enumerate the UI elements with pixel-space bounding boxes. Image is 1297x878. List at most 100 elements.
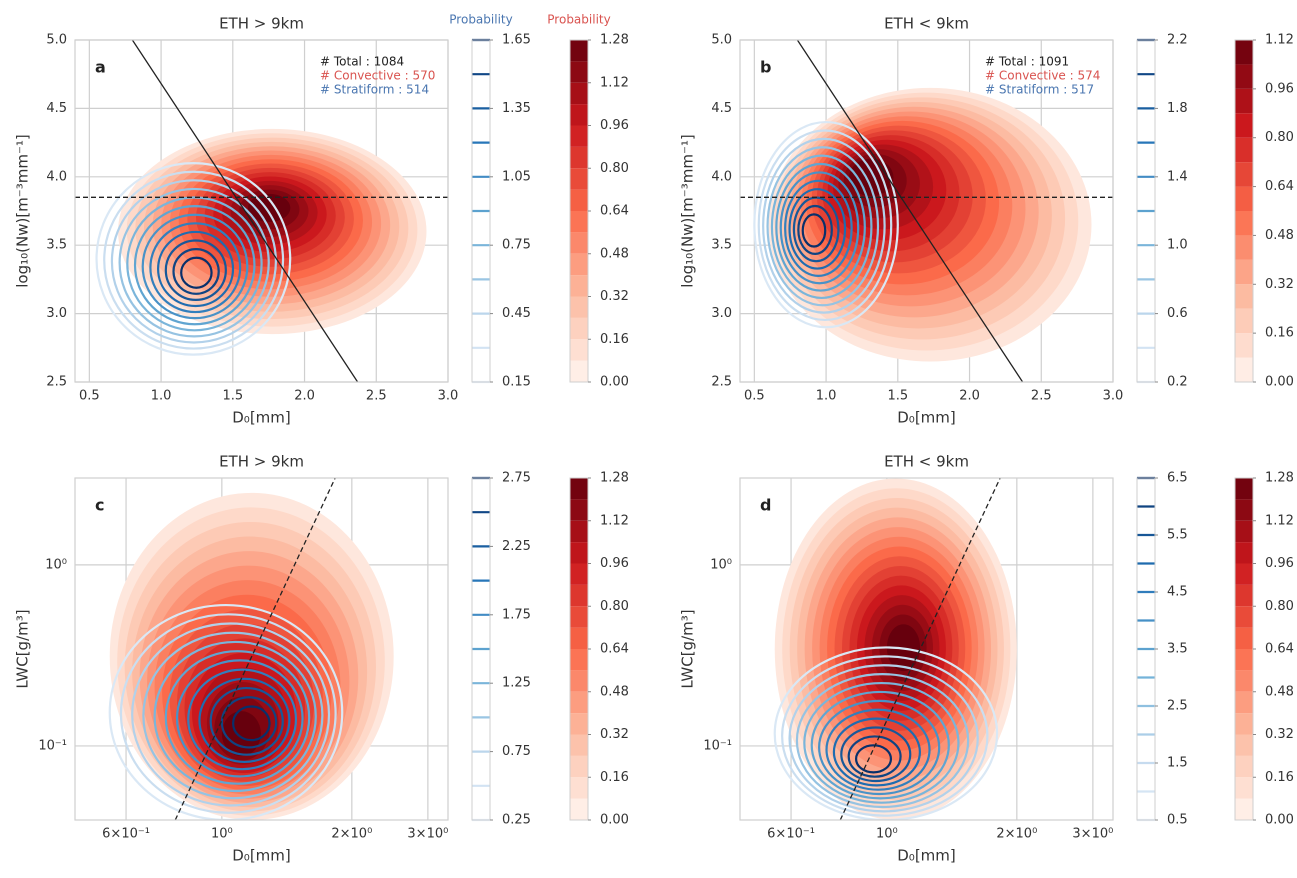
colorbar-tick-label: 0.80 xyxy=(600,599,629,614)
colorbar-tick-label: 6.5 xyxy=(1167,471,1188,486)
colorbar-tick-label: 0.16 xyxy=(600,332,629,347)
density-contour xyxy=(795,673,970,809)
colorbar-band xyxy=(1235,235,1253,260)
colorbar-tick-label: 0.48 xyxy=(1265,228,1294,243)
colorbar-tick-label: 1.12 xyxy=(1265,513,1294,528)
colorbar-band xyxy=(1235,734,1253,756)
x-tick-label: 2.5 xyxy=(1031,389,1052,404)
density xyxy=(740,40,1113,382)
density-contour xyxy=(803,681,960,804)
reference-line xyxy=(796,40,1024,382)
colorbar-tick-label: 1.05 xyxy=(502,169,531,184)
colorbar-band xyxy=(1235,777,1253,799)
colorbar-band xyxy=(1235,798,1253,820)
annotation: # Stratiform : 514 xyxy=(320,83,429,97)
colorbar-band xyxy=(1235,563,1253,585)
y-tick-label: 3.0 xyxy=(46,306,67,321)
panel: 6×10⁻¹ 10⁰ 2×10⁰ 3×10⁰ 10⁻¹ 10⁰ ETH > 9km c D₀[m… xyxy=(14,453,629,865)
x-axis-label: D₀[mm] xyxy=(232,409,291,427)
x-tick-label: 1.0 xyxy=(816,389,837,404)
density-contour xyxy=(818,699,941,796)
y-tick-label: 4.0 xyxy=(46,169,67,184)
colorbar-tick-label: 1.12 xyxy=(600,75,629,90)
plot-frame xyxy=(739,39,1114,383)
x-tick-label: 6×10⁻¹ xyxy=(767,827,815,842)
x-tick-label: 0.5 xyxy=(79,389,100,404)
density-contour xyxy=(142,631,324,800)
y-tick-label: 4.0 xyxy=(711,169,732,184)
colorbar-tick-label: 1.28 xyxy=(1265,471,1294,486)
colorbar-tick-label: 3.5 xyxy=(1167,642,1188,657)
colorbar-band xyxy=(570,189,588,211)
colorbar-band xyxy=(570,104,588,126)
panel-title: ETH < 9km xyxy=(884,15,969,33)
panel: 0.5 1.0 1.5 2.0 2.5 3.0 2.5 3.0 3.5 4.0 4.5 5.0 ETH … xyxy=(679,15,1294,427)
density-contour xyxy=(157,230,235,308)
colorbar-band xyxy=(1235,627,1253,649)
density-contour xyxy=(779,171,860,285)
colorbar-tick-label: 0.6 xyxy=(1167,306,1188,321)
density-contour xyxy=(797,204,833,255)
x-tick-label: 1.5 xyxy=(887,389,908,404)
y-tick-label: 3.5 xyxy=(711,238,732,253)
colorbar-tick-label: 0.00 xyxy=(1265,813,1294,828)
y-tick-label: 10⁻¹ xyxy=(38,738,67,753)
density-contour xyxy=(220,696,278,749)
colorbar-band xyxy=(1235,211,1253,236)
reference-line xyxy=(839,478,1001,820)
y-tick-label: 3.0 xyxy=(711,306,732,321)
colorbar-tick-label: 1.8 xyxy=(1167,101,1188,116)
y-tick-label: 2.5 xyxy=(46,375,67,390)
density-contour xyxy=(180,256,213,289)
colorbar-tick-label: 0.64 xyxy=(1265,642,1294,657)
density-contour xyxy=(164,239,227,301)
colorbar-tick-label: 0.16 xyxy=(1265,770,1294,785)
colorbar-band xyxy=(570,296,588,318)
x-axis-label: D₀[mm] xyxy=(897,409,956,427)
y-axis-label: log₁₀(Nw)[m⁻³mm⁻¹] xyxy=(14,134,32,288)
density xyxy=(773,478,1017,820)
annotation: # Convective : 574 xyxy=(985,69,1100,83)
density-contour xyxy=(788,664,979,813)
colorbar-band xyxy=(1235,113,1253,138)
panel-title: ETH > 9km xyxy=(219,453,304,471)
colorbar-tick-label: 0.16 xyxy=(1265,326,1294,341)
colorbar-tick-label: 0.32 xyxy=(1265,727,1294,742)
colorbar-tick-label: 0.80 xyxy=(600,161,629,176)
colorbar-band xyxy=(570,649,588,671)
density-contour xyxy=(119,613,337,814)
colorbar-tick-label: 1.12 xyxy=(600,513,629,528)
density-contour xyxy=(775,162,866,292)
colorbar-band xyxy=(1235,520,1253,543)
colorbar-band xyxy=(1235,357,1253,382)
colorbar-band xyxy=(1235,499,1253,521)
colorbar-tick-label: 0.64 xyxy=(1265,179,1294,194)
density-contour xyxy=(164,650,311,785)
density-contour xyxy=(187,668,298,771)
density-fill xyxy=(221,711,261,757)
colorbar-band xyxy=(570,82,588,105)
colorbar-tick-label: 0.48 xyxy=(1265,684,1294,699)
y-tick-label: 5.0 xyxy=(711,33,732,48)
colorbar-band xyxy=(570,339,588,361)
colorbar-band xyxy=(570,40,588,62)
density-contour xyxy=(118,187,270,338)
colorbar-frame xyxy=(471,39,491,383)
density-contour xyxy=(126,196,263,332)
y-axis-label: LWC[g/m³] xyxy=(679,609,697,688)
x-tick-label: 2×10⁰ xyxy=(996,827,1037,842)
x-tick-label: 2×10⁰ xyxy=(331,827,372,842)
colorbar-tick-label: 0.64 xyxy=(600,642,629,657)
colorbar-band xyxy=(1235,186,1253,211)
colorbar-tick-label: 2.25 xyxy=(502,539,531,554)
annotation: # Convective : 570 xyxy=(320,69,435,83)
density-contour xyxy=(141,213,249,320)
colorbar-tick-label: 0.75 xyxy=(502,238,531,253)
reference-line xyxy=(174,478,336,820)
density-contour xyxy=(131,622,331,807)
x-tick-label: 6×10⁻¹ xyxy=(102,827,150,842)
colorbar-tick-label: 0.64 xyxy=(600,204,629,219)
density-contour xyxy=(784,179,853,277)
density-contour xyxy=(95,162,292,356)
